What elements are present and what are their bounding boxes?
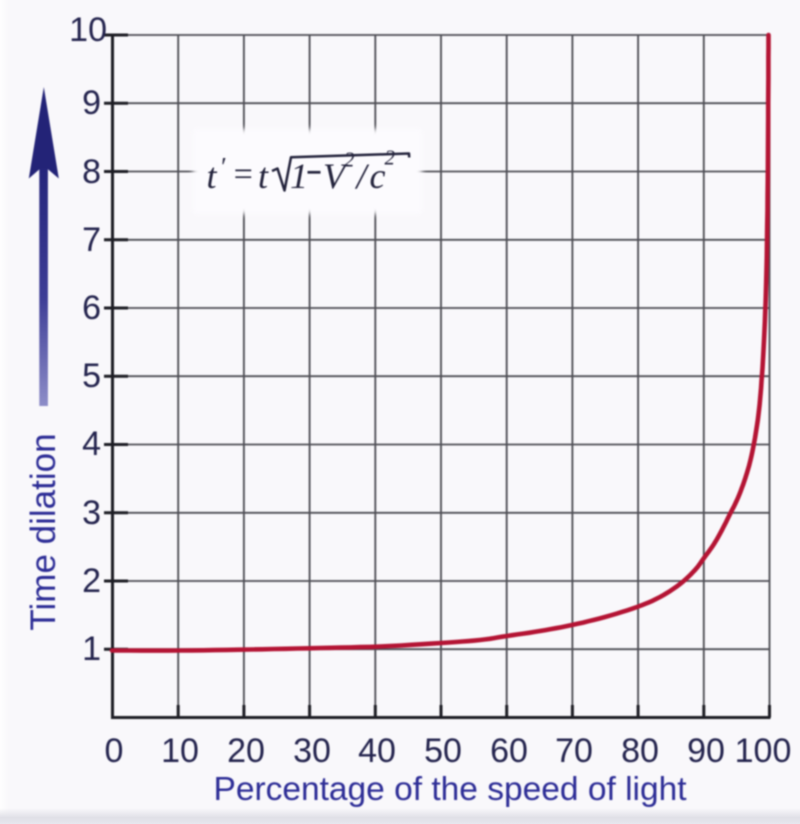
svg-text:V: V: [323, 156, 349, 196]
svg-text:/: /: [355, 156, 370, 196]
svg-text:t: t: [207, 156, 218, 196]
svg-text:t: t: [258, 156, 269, 196]
svg-text:=: =: [232, 156, 255, 193]
svg-text:c: c: [370, 156, 386, 196]
svg-text:2: 2: [385, 146, 396, 170]
svg-text:′: ′: [220, 153, 226, 182]
svg-text:1: 1: [290, 156, 308, 196]
svg-text:2: 2: [344, 148, 355, 172]
